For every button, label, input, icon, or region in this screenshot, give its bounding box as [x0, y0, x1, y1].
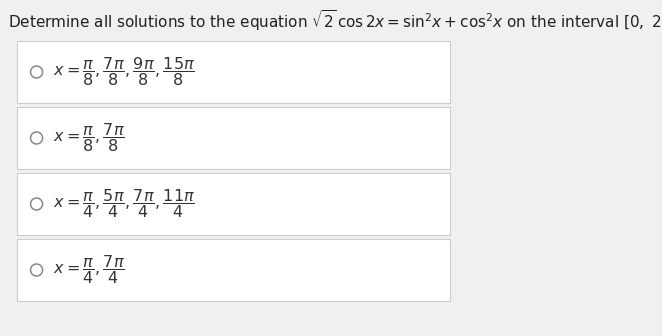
Text: $x = \dfrac{\pi}{8}, \dfrac{7\pi}{8}, \dfrac{9\pi}{8}, \dfrac{15\pi}{8}$: $x = \dfrac{\pi}{8}, \dfrac{7\pi}{8}, \d… — [52, 55, 195, 88]
FancyBboxPatch shape — [17, 41, 450, 103]
FancyBboxPatch shape — [17, 107, 450, 169]
Text: $x = \dfrac{\pi}{4}, \dfrac{7\pi}{4}$: $x = \dfrac{\pi}{4}, \dfrac{7\pi}{4}$ — [52, 253, 124, 287]
FancyBboxPatch shape — [17, 173, 450, 235]
Text: Determine all solutions to the equation $\sqrt{2}\,\cos 2x = \sin^2\!x + \cos^2\: Determine all solutions to the equation … — [8, 8, 662, 33]
Text: $x = \dfrac{\pi}{8}, \dfrac{7\pi}{8}$: $x = \dfrac{\pi}{8}, \dfrac{7\pi}{8}$ — [52, 122, 124, 155]
Text: $x = \dfrac{\pi}{4}, \dfrac{5\pi}{4}, \dfrac{7\pi}{4}, \dfrac{11\pi}{4}$: $x = \dfrac{\pi}{4}, \dfrac{5\pi}{4}, \d… — [52, 187, 195, 220]
FancyBboxPatch shape — [17, 239, 450, 301]
